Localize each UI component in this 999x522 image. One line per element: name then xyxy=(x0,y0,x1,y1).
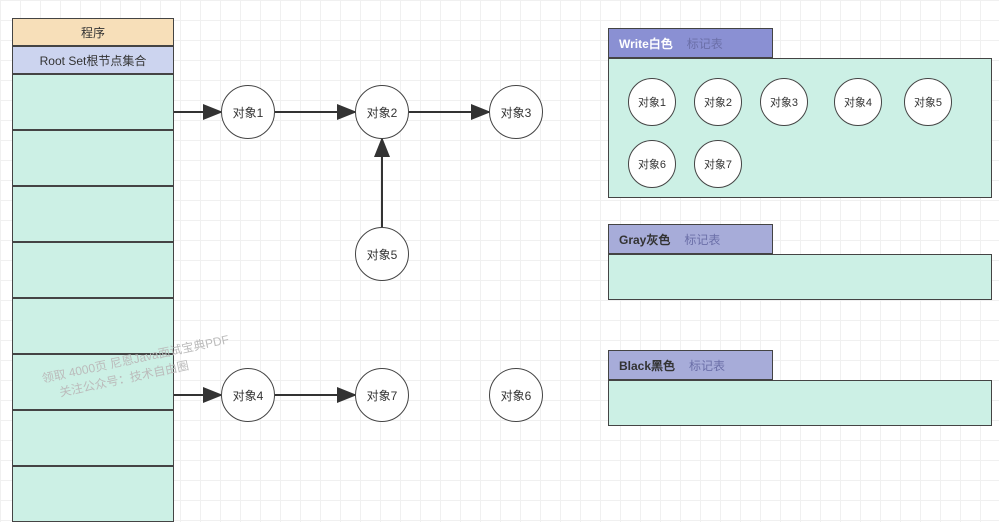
rootset-cell xyxy=(12,466,174,522)
rootset-cell xyxy=(12,242,174,298)
object-node-obj5: 对象5 xyxy=(355,227,409,281)
object-node-obj2: 对象2 xyxy=(355,85,409,139)
rootset-cell xyxy=(12,74,174,130)
black_group-tab-sub: 标记表 xyxy=(689,357,725,374)
rootset-cell xyxy=(12,130,174,186)
white_group-item: 对象7 xyxy=(694,140,742,188)
object-node-obj4: 对象4 xyxy=(221,368,275,422)
white_group-tab-title: Write白色 xyxy=(619,35,673,52)
white_group-item: 对象5 xyxy=(904,78,952,126)
white_group-item: 对象4 xyxy=(834,78,882,126)
rootset-header: Root Set根节点集合 xyxy=(12,46,174,74)
white_group-item: 对象2 xyxy=(694,78,742,126)
gray_group-panel xyxy=(608,254,992,300)
rootset-cell xyxy=(12,410,174,466)
object-node-obj7: 对象7 xyxy=(355,368,409,422)
object-node-obj3: 对象3 xyxy=(489,85,543,139)
gray_group-tab-sub: 标记表 xyxy=(684,231,720,248)
white_group-tab-sub: 标记表 xyxy=(687,35,723,52)
white_group-tab: Write白色标记表 xyxy=(608,28,773,58)
object-node-obj6: 对象6 xyxy=(489,368,543,422)
gray_group-tab-title: Gray灰色 xyxy=(619,231,670,248)
rootset-cell xyxy=(12,186,174,242)
object-node-obj1: 对象1 xyxy=(221,85,275,139)
white_group-item: 对象6 xyxy=(628,140,676,188)
white_group-item: 对象3 xyxy=(760,78,808,126)
program-header: 程序 xyxy=(12,18,174,46)
gray_group-tab: Gray灰色标记表 xyxy=(608,224,773,254)
black_group-panel xyxy=(608,380,992,426)
black_group-tab-title: Black黑色 xyxy=(619,357,675,374)
black_group-tab: Black黑色标记表 xyxy=(608,350,773,380)
white_group-item: 对象1 xyxy=(628,78,676,126)
